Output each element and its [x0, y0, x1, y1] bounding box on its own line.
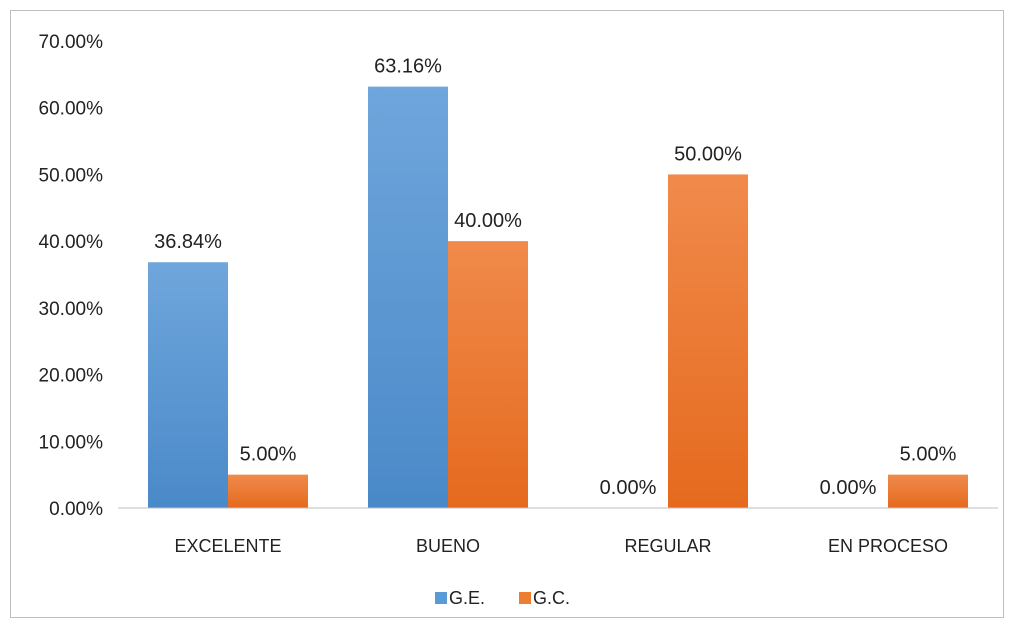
bar-G.C.-EN PROCESO	[888, 474, 968, 508]
category-label: REGULAR	[624, 536, 711, 556]
data-label: 5.00%	[240, 444, 297, 466]
data-label: 50.00%	[674, 143, 742, 165]
legend-swatch	[435, 592, 447, 604]
y-axis-tick-labels: 0.00% 10.00% 20.00% 30.00% 40.00% 50.00% 60.00…	[39, 32, 104, 520]
legend-label: G.C.	[533, 588, 570, 608]
data-label: 0.00%	[600, 477, 657, 499]
y-tick-label: 10.00%	[39, 432, 104, 453]
category-label: EXCELENTE	[174, 536, 281, 556]
data-labels: 36.84% 5.00% 63.16% 40.00% 0.00% 50.00% 0.00% 5…	[154, 56, 956, 499]
y-tick-label: 60.00%	[39, 99, 104, 120]
data-label: 5.00%	[900, 444, 957, 466]
y-tick-label: 0.00%	[49, 499, 103, 520]
y-tick-label: 30.00%	[39, 299, 104, 320]
legend: G.E. G.C.	[435, 588, 570, 608]
y-tick-label: 20.00%	[39, 366, 104, 387]
legend-swatch	[519, 592, 531, 604]
category-labels: EXCELENTE BUENO REGULAR EN PROCESO	[174, 536, 948, 556]
legend-label: G.E.	[449, 588, 485, 608]
category-label: EN PROCESO	[828, 536, 948, 556]
data-label: 36.84%	[154, 231, 222, 253]
bar-G.C.-BUENO	[448, 241, 528, 508]
y-tick-label: 70.00%	[39, 32, 104, 53]
bars	[148, 86, 968, 508]
data-label: 63.16%	[374, 56, 442, 78]
bar-G.E.-EXCELENTE	[148, 262, 228, 508]
bar-G.E.-BUENO	[368, 86, 448, 508]
data-label: 0.00%	[820, 477, 877, 499]
data-label: 40.00%	[454, 210, 522, 232]
bar-G.C.-EXCELENTE	[228, 474, 308, 508]
category-label: BUENO	[416, 536, 480, 556]
y-tick-label: 40.00%	[39, 232, 104, 253]
bar-G.C.-REGULAR	[668, 174, 748, 508]
y-tick-label: 50.00%	[39, 165, 104, 186]
